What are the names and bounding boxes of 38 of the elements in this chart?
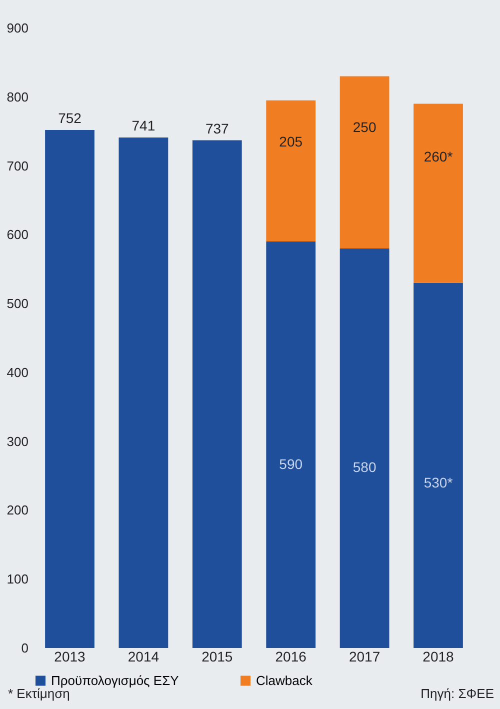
data-label: 737 xyxy=(205,120,230,136)
bar xyxy=(414,104,463,283)
bar xyxy=(266,100,316,242)
y-tick-label: 800 xyxy=(6,89,28,104)
y-tick-label: 900 xyxy=(6,20,28,36)
y-tick-label: 200 xyxy=(6,502,28,518)
data-label: 752 xyxy=(58,110,82,126)
bar xyxy=(266,242,316,648)
y-tick-label: 300 xyxy=(6,434,28,449)
y-tick-label: 100 xyxy=(6,572,28,587)
data-label: 590 xyxy=(279,456,303,472)
data-label: 580 xyxy=(352,459,376,476)
x-tick-label: 2016 xyxy=(275,648,307,664)
legend-label: Clawback xyxy=(256,672,313,688)
text: * Εκτίμηση xyxy=(8,686,70,701)
y-tick-label: 400 xyxy=(6,364,28,380)
x-tick-label: 2014 xyxy=(128,648,160,664)
legend-label: Προϋπολογισμός ΕΣΥ xyxy=(51,672,180,688)
y-tick-label: 700 xyxy=(6,158,28,174)
x-tick-label: 2013 xyxy=(54,648,86,664)
y-tick-label: 600 xyxy=(6,227,28,242)
y-tick-label: 500 xyxy=(6,296,28,312)
bar xyxy=(45,130,94,648)
data-label: 260* xyxy=(424,148,454,165)
bar xyxy=(340,248,390,648)
text: Πηγή: ΣΦΕΕ xyxy=(420,686,494,701)
bar xyxy=(192,140,242,648)
bar xyxy=(340,76,390,248)
bar xyxy=(414,282,463,648)
data-label: 250 xyxy=(352,118,376,135)
data-label: 530* xyxy=(424,474,454,491)
bar xyxy=(118,138,168,648)
x-tick-label: 2017 xyxy=(348,648,380,664)
data-label: 741 xyxy=(132,118,156,134)
x-tick-label: 2018 xyxy=(422,648,454,664)
x-tick-label: 2015 xyxy=(202,648,233,664)
y-tick-label: 0 xyxy=(21,640,28,656)
data-label: 205 xyxy=(279,134,303,150)
